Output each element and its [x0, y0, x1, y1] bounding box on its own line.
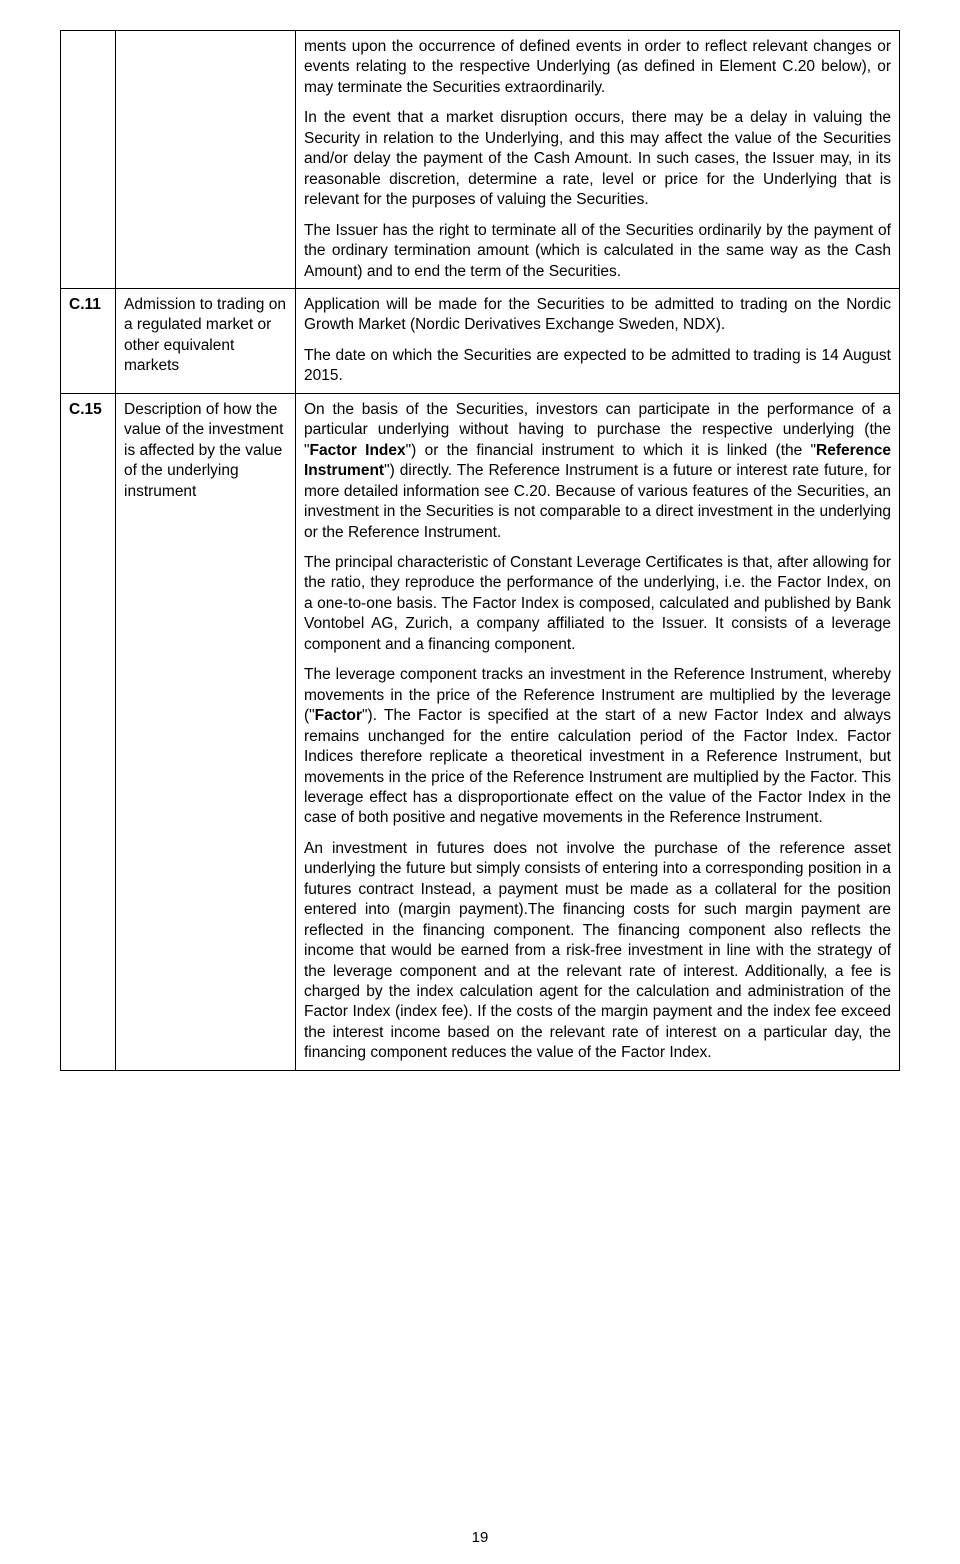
cell-body-c15: On the basis of the Securities, investor… — [296, 393, 900, 1070]
paragraph: The Issuer has the right to terminate al… — [304, 221, 891, 282]
cell-title-empty — [116, 31, 296, 289]
paragraph: The date on which the Securities are exp… — [304, 346, 891, 387]
cell-code-c15: C.15 — [61, 393, 116, 1070]
cell-code-c11: C.11 — [61, 288, 116, 393]
cell-body-c11: Application will be made for the Securit… — [296, 288, 900, 393]
summary-table: ments upon the occurrence of defined eve… — [60, 30, 900, 1071]
paragraph: Application will be made for the Securit… — [304, 295, 891, 336]
page: ments upon the occurrence of defined eve… — [0, 0, 960, 1564]
table-row: C.11 Admission to trading on a regulated… — [61, 288, 900, 393]
bold-term: Factor — [315, 707, 362, 724]
paragraph: The principal characteristic of Constant… — [304, 553, 891, 655]
table-row: ments upon the occurrence of defined eve… — [61, 31, 900, 289]
text-span: "). The Factor is specified at the start… — [304, 707, 891, 826]
paragraph: ments upon the occurrence of defined eve… — [304, 37, 891, 98]
cell-title-c15: Description of how the value of the inve… — [116, 393, 296, 1070]
page-number: 19 — [0, 1529, 960, 1546]
bold-term: Factor Index — [310, 442, 406, 459]
text-span: ") directly. The Reference Instrument is… — [304, 462, 891, 540]
paragraph: An investment in futures does not involv… — [304, 839, 891, 1064]
cell-code-empty — [61, 31, 116, 289]
text-span: ") or the financial instrument to which … — [406, 442, 816, 459]
paragraph: In the event that a market disruption oc… — [304, 108, 891, 210]
paragraph: On the basis of the Securities, investor… — [304, 400, 891, 543]
cell-body-top: ments upon the occurrence of defined eve… — [296, 31, 900, 289]
paragraph: The leverage component tracks an investm… — [304, 665, 891, 829]
cell-title-c11: Admission to trading on a regulated mark… — [116, 288, 296, 393]
table-row: C.15 Description of how the value of the… — [61, 393, 900, 1070]
